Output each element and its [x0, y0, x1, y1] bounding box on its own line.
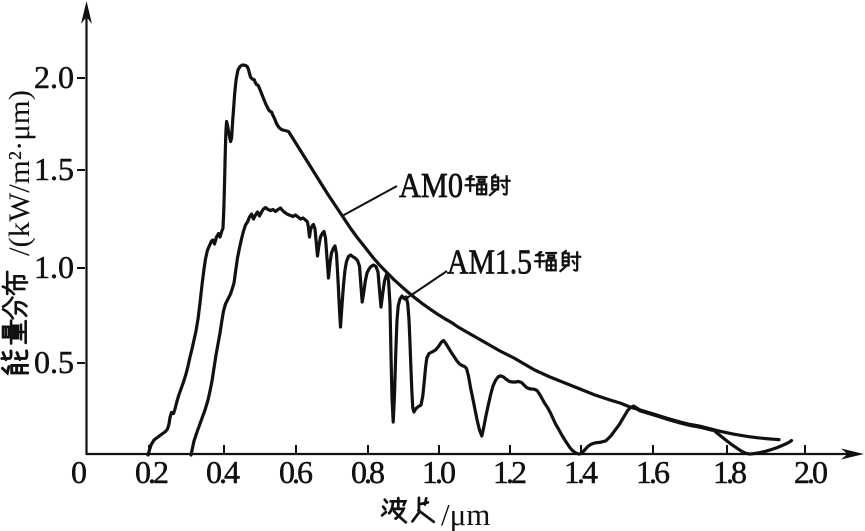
svg-text:0.8: 0.8: [351, 454, 385, 490]
svg-text:1.2: 1.2: [493, 454, 527, 490]
svg-text:1.0: 1.0: [422, 454, 456, 490]
svg-text:AM1.5: AM1.5: [447, 243, 532, 282]
svg-text:0.2: 0.2: [135, 454, 169, 490]
svg-text:AM0: AM0: [399, 166, 463, 205]
svg-text:/μm: /μm: [441, 497, 490, 531]
svg-text:1.4: 1.4: [564, 454, 598, 490]
svg-text:0.4: 0.4: [206, 454, 240, 490]
svg-text:2.0: 2.0: [794, 454, 828, 490]
svg-text:2.0: 2.0: [34, 59, 74, 95]
svg-text:/(kW/m²·μm): /(kW/m²·μm): [3, 90, 36, 256]
svg-text:1.8: 1.8: [713, 454, 747, 490]
svg-text:1.5: 1.5: [34, 151, 74, 187]
svg-text:0.6: 0.6: [279, 454, 313, 490]
svg-text:1.0: 1.0: [34, 249, 74, 285]
svg-text:1.6: 1.6: [636, 454, 670, 490]
svg-text:0.5: 0.5: [34, 344, 74, 380]
svg-text:0: 0: [71, 454, 87, 490]
